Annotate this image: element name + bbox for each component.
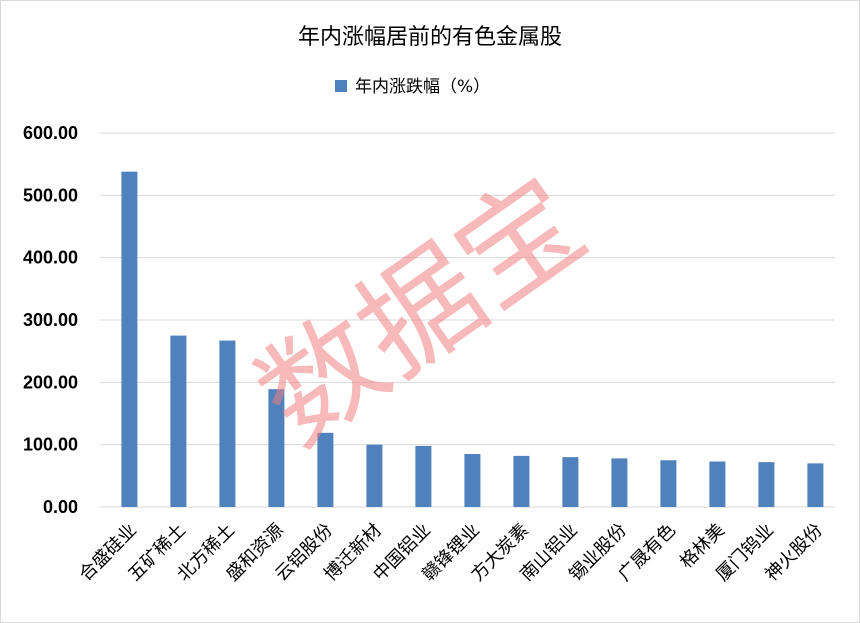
bar <box>268 389 285 507</box>
bar <box>807 463 824 507</box>
x-axis-ticks: 合盛硅业五矿稀土北方稀土盛和资源云铝股份博迁新材中国铝业赣锋锂业方大炭素南山铝业… <box>75 520 827 586</box>
bar <box>562 457 579 507</box>
y-tick-label: 0.00 <box>43 497 78 517</box>
y-tick-label: 300.00 <box>23 310 78 330</box>
y-tick-label: 500.00 <box>23 185 78 205</box>
y-tick-label: 400.00 <box>23 248 78 268</box>
bar <box>758 462 775 507</box>
y-tick-label: 600.00 <box>23 123 78 143</box>
bar <box>121 171 138 507</box>
legend: 年内涨跌幅（%） <box>335 77 490 97</box>
bar <box>611 458 628 507</box>
bar <box>366 444 383 507</box>
bars <box>121 171 824 507</box>
bar <box>513 455 530 507</box>
legend-label: 年内涨跌幅（%） <box>355 77 490 97</box>
legend-swatch <box>335 80 347 92</box>
bar <box>709 461 726 507</box>
bar <box>170 335 187 507</box>
bar <box>660 460 677 507</box>
bar <box>317 432 334 507</box>
y-tick-label: 200.00 <box>23 372 78 392</box>
chart-title: 年内涨幅居前的有色金属股 <box>298 25 562 50</box>
y-axis-ticks: 0.00 100.00 200.00 300.00 400.00 500.00 600.00 <box>23 123 78 517</box>
y-tick-label: 100.00 <box>23 435 78 455</box>
bar <box>464 454 481 507</box>
bar <box>415 445 432 507</box>
watermark: 数据宝 <box>234 152 609 472</box>
bar <box>219 340 236 507</box>
